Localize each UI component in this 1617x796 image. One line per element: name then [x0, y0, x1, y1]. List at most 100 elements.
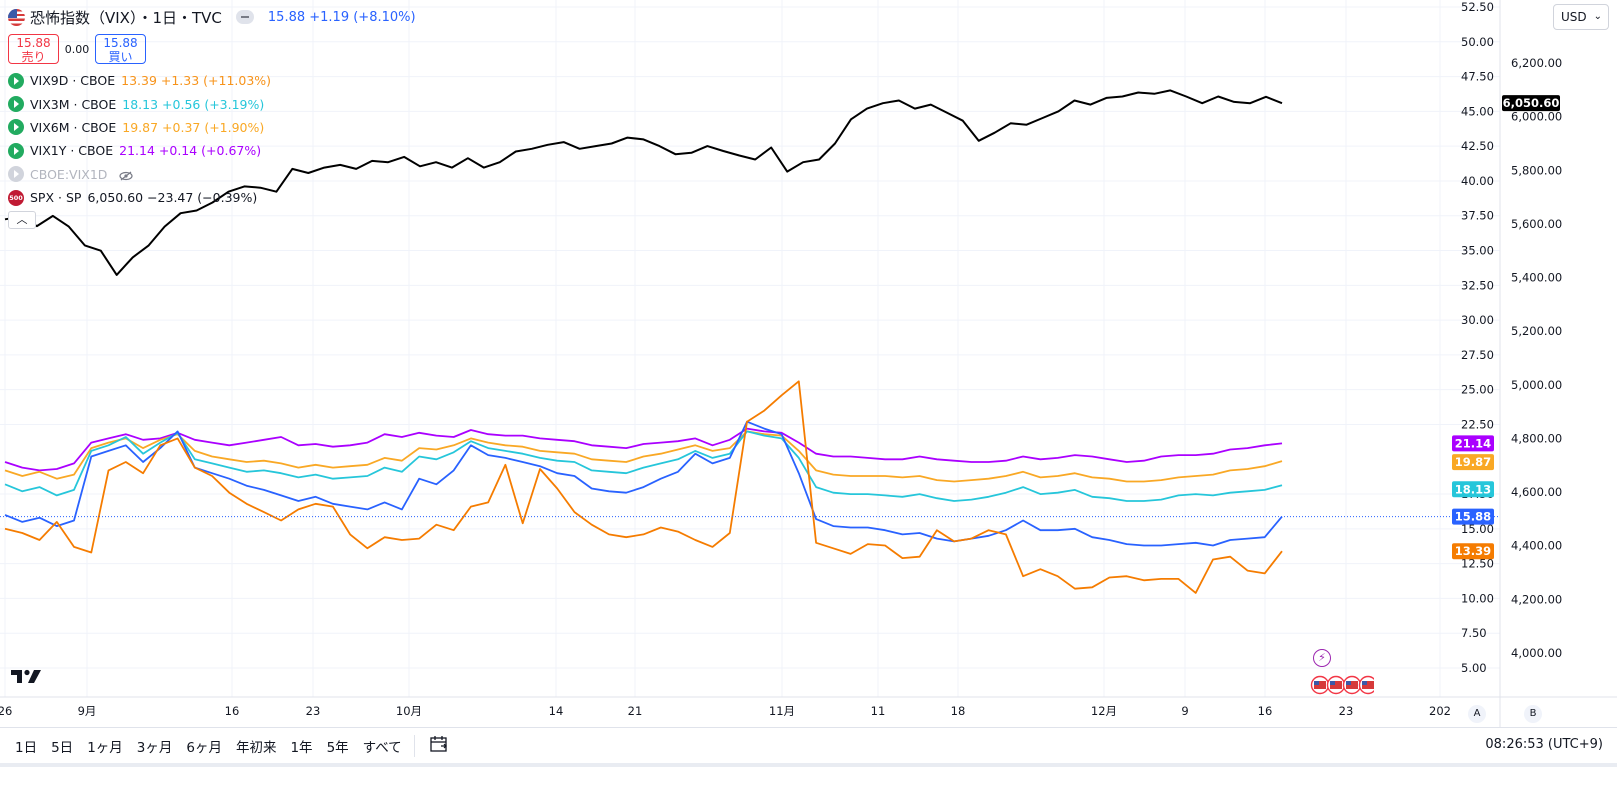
play-icon — [8, 119, 24, 136]
right-tick-label: 4,000.00 — [1511, 646, 1562, 660]
indicator-value: 19.87 +0.37 (+1.90%) — [122, 119, 265, 135]
series-line — [4, 89, 1283, 276]
time-tick-label: 202 — [1429, 704, 1451, 718]
left-tick-label: 32.50 — [1461, 278, 1494, 292]
buy-button[interactable]: 15.88 買い — [95, 34, 146, 64]
currency-select[interactable]: USD ⌄ — [1553, 4, 1609, 30]
indicator-row-vix3m[interactable]: VIX3M · CBOE 18.13 +0.56 (+3.19%) — [8, 92, 416, 115]
sell-price: 15.88 — [16, 36, 51, 50]
sell-button[interactable]: 15.88 売り — [8, 34, 59, 64]
currency-value: USD — [1561, 10, 1587, 24]
left-tick-label: 50.00 — [1461, 35, 1494, 49]
range-1m[interactable]: 1ヶ月 — [87, 740, 123, 756]
left-tick-label: 12.50 — [1461, 557, 1494, 571]
indicator-row-vix9d[interactable]: VIX9D · CBOE 13.39 +1.33 (+11.03%) — [8, 69, 416, 92]
right-tick-label: 4,600.00 — [1511, 485, 1562, 499]
indicator-name: VIX6M · CBOE — [30, 119, 117, 135]
chevron-up-icon[interactable]: ︿ — [8, 211, 36, 230]
price-chart[interactable]: 52.50 50.00 47.50 45.00 42.50 40.00 37.50 35.00… — [0, 0, 1617, 727]
time-tick-label: 11 — [871, 704, 886, 718]
time-tick-label: 18 — [951, 704, 966, 718]
left-tick-label: 47.50 — [1461, 70, 1494, 84]
time-tick-label: 11月 — [769, 704, 795, 718]
left-tick-label: 5.00 — [1461, 661, 1487, 675]
range-6m[interactable]: 6ヶ月 — [186, 740, 222, 756]
symbol-title[interactable]: 恐怖指数（VIX）・1日・TVC — [30, 8, 222, 27]
series-line — [4, 380, 1283, 594]
indicator-name: VIX3M · CBOE — [30, 96, 117, 112]
range-toolbar: 1日 5日 1ヶ月 3ヶ月 6ヶ月 年初来 1年 5年 すべて 08:26:53… — [0, 727, 1617, 764]
hidden-eye-icon[interactable] — [119, 169, 134, 181]
range-all[interactable]: すべて — [362, 740, 402, 756]
price-tag-label: 19.87 — [1455, 455, 1491, 469]
left-tick-label: 42.50 — [1461, 139, 1494, 153]
series-line — [4, 430, 1283, 483]
time-tick-label: 23 — [1339, 704, 1354, 718]
price-scale-right: 6,200.00 6,000.00 5,800.00 5,600.00 5,400.00… — [1511, 56, 1562, 660]
indicator-row-spx[interactable]: 500 SPX · SP 6,050.60 −23.47 (−0.39%) — [8, 186, 416, 209]
tradingview-logo[interactable] — [11, 668, 43, 688]
sp500-icon: 500 — [8, 189, 24, 206]
indicator-value: 6,050.60 −23.47 (−0.39%) — [87, 190, 258, 206]
left-tick-label: 52.50 — [1461, 0, 1494, 14]
lightning-event-icon[interactable]: ⚡ — [1313, 649, 1331, 667]
right-tick-label: 6,200.00 — [1511, 56, 1562, 70]
right-tick-label: 4,200.00 — [1511, 592, 1562, 606]
indicator-name: VIX1Y · CBOE — [30, 143, 114, 159]
symbol-title-row: 恐怖指数（VIX）・1日・TVC 15.88 +1.19 (+8.10%) — [8, 6, 416, 28]
time-scale: 26 9月 16 23 10月 14 21 11月 11 18 12月 9 16 23 202 — [0, 704, 1451, 718]
right-tick-label: 4,400.00 — [1511, 539, 1562, 553]
date-range-calendar-icon[interactable] — [429, 735, 449, 757]
range-ytd[interactable]: 年初来 — [235, 740, 277, 756]
price-tag — [1502, 95, 1560, 112]
chart-grid — [0, 0, 1500, 697]
price-tags: 6,050.60 21.14 19.87 18.13 15.88 13.39 — [1452, 95, 1560, 560]
series-line — [4, 430, 1283, 502]
range-3m[interactable]: 3ヶ月 — [136, 740, 173, 756]
right-tick-label: 5,600.00 — [1511, 217, 1562, 231]
right-tick-label: 4,800.00 — [1511, 431, 1562, 445]
price-tag-label: 6,050.60 — [1503, 96, 1560, 110]
right-tick-label: 5,400.00 — [1511, 271, 1562, 285]
range-1d[interactable]: 1日 — [15, 740, 38, 756]
symbol-quote: 15.88 +1.19 (+8.10%) — [267, 9, 416, 25]
spread-value: 0.00 — [64, 42, 90, 56]
right-tick-label: 6,000.00 — [1511, 110, 1562, 124]
indicator-row-vix1d[interactable]: CBOE:VIX1D — [8, 163, 416, 186]
range-5y[interactable]: 5年 — [326, 740, 349, 756]
indicator-row-vix1y[interactable]: VIX1Y · CBOE 21.14 +0.14 (+0.67%) — [8, 139, 416, 162]
right-tick-label: 5,000.00 — [1511, 378, 1562, 392]
toolbar-divider — [413, 735, 415, 757]
time-tick-label: 21 — [628, 704, 643, 718]
range-5d[interactable]: 5日 — [51, 740, 74, 756]
auto-scale-button[interactable]: A — [1468, 705, 1486, 723]
indicator-value: 13.39 +1.33 (+11.03%) — [121, 73, 272, 89]
time-tick-label: 9月 — [78, 704, 97, 718]
chart-legend: 恐怖指数（VIX）・1日・TVC 15.88 +1.19 (+8.10%) 15… — [8, 6, 416, 230]
time-tick-label: 9 — [1181, 704, 1188, 718]
indicator-value: 21.14 +0.14 (+0.67%) — [119, 143, 262, 159]
v-icon — [8, 166, 24, 183]
price-tag — [1452, 454, 1494, 471]
indicator-row-vix6m[interactable]: VIX6M · CBOE 19.87 +0.37 (+1.90%) — [8, 116, 416, 139]
right-tick-label: 5,200.00 — [1511, 324, 1562, 338]
series-line — [4, 427, 1283, 472]
price-tag — [1452, 435, 1494, 452]
time-tick-label: 12月 — [1091, 704, 1117, 718]
collapse-minus-icon[interactable] — [235, 10, 254, 24]
indicator-value: 18.13 +0.56 (+3.19%) — [122, 96, 265, 112]
buy-price: 15.88 — [103, 36, 138, 50]
price-scale-left: 52.50 50.00 47.50 45.00 42.50 40.00 37.50 35.00… — [1461, 0, 1494, 675]
left-tick-label: 37.50 — [1461, 209, 1494, 223]
play-icon — [8, 142, 24, 159]
left-tick-label: 45.00 — [1461, 104, 1494, 118]
price-tag — [1452, 481, 1494, 498]
range-1y[interactable]: 1年 — [290, 740, 313, 756]
left-tick-label: 10.00 — [1461, 591, 1494, 605]
left-tick-label: 15.00 — [1461, 522, 1494, 536]
trade-buttons: 15.88 売り 0.00 15.88 買い — [8, 33, 416, 65]
scale-b-button[interactable]: B — [1524, 705, 1542, 723]
clock-timezone[interactable]: 08:26:53 (UTC+9) — [1485, 737, 1603, 752]
sell-label: 売り — [21, 50, 46, 64]
event-markers[interactable] — [1310, 675, 1378, 699]
